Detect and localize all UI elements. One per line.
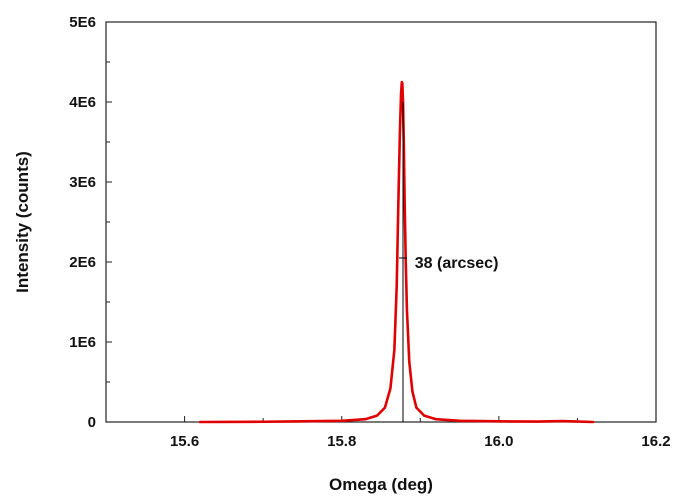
y-tick-label: 0 — [88, 414, 96, 431]
fwhm-annotation-label: 38 (arcsec) — [415, 255, 499, 272]
y-tick-label: 4E6 — [69, 94, 96, 111]
x-axis: 15.6 15.8 16.0 16.2 — [105, 416, 671, 450]
y-tick-label: 1E6 — [69, 334, 96, 351]
y-tick-label: 3E6 — [69, 174, 96, 191]
x-tick-label: 15.6 — [170, 433, 199, 450]
x-tick-label: 16.2 — [641, 433, 670, 450]
x-tick-label: 16.0 — [484, 433, 513, 450]
series-line — [198, 80, 595, 424]
x-tick-label: 15.8 — [327, 433, 356, 450]
y-tick-label: 5E6 — [69, 14, 96, 31]
plot-border — [105, 21, 657, 423]
annotation-layer: 38 (arcsec) — [399, 102, 498, 422]
plot-frame — [105, 21, 657, 423]
series-layer — [198, 80, 595, 424]
y-tick-label: 2E6 — [69, 254, 96, 271]
x-axis-title: Omega (deg) — [329, 475, 433, 494]
y-axis: 0 1E6 2E6 3E6 4E6 5E6 — [69, 14, 112, 431]
y-axis-title: Intensity (counts) — [13, 151, 32, 293]
